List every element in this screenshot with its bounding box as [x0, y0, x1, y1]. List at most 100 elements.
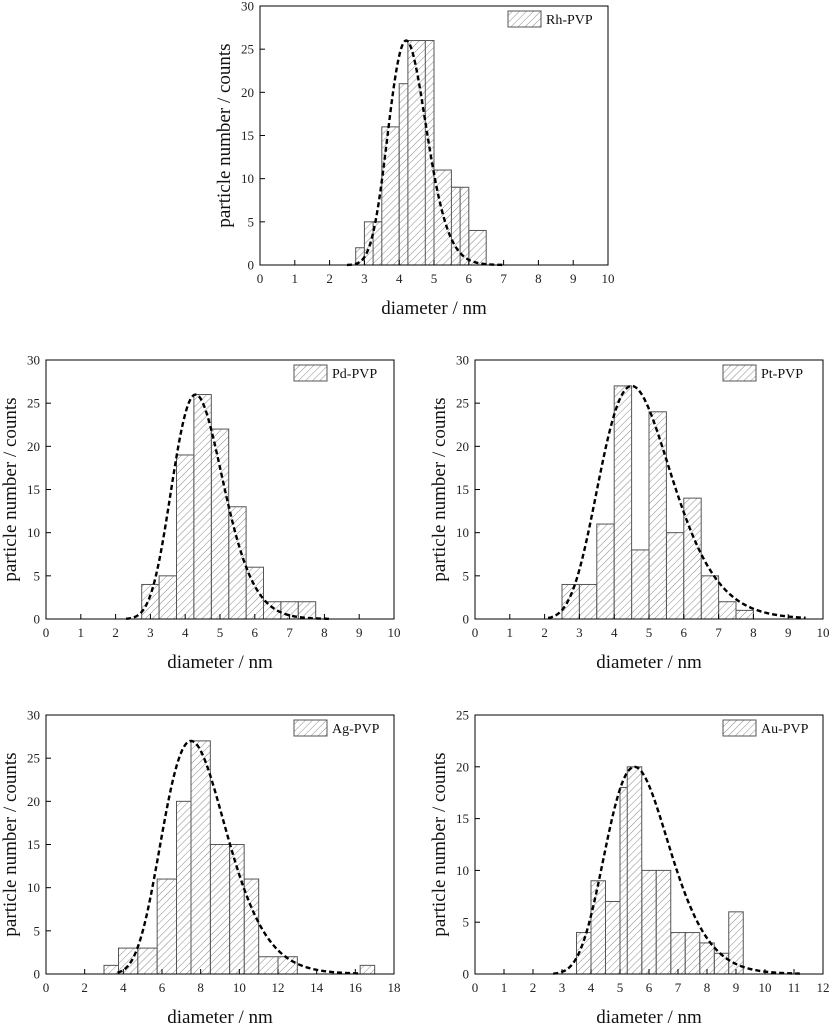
x-tick-label: 9 [733, 980, 740, 995]
histogram-bar [407, 40, 426, 266]
histogram-bar [381, 126, 400, 266]
y-tick-label: 10 [241, 171, 254, 186]
histogram-bar [713, 952, 730, 975]
x-tick-label: 12 [272, 980, 285, 995]
x-tick-label: 0 [43, 625, 50, 640]
y-tick-label: 15 [241, 128, 254, 143]
y-tick-label: 10 [456, 525, 469, 540]
y-axis-title: particle number / counts [0, 752, 21, 936]
x-tick-label: 8 [704, 980, 711, 995]
y-tick-label: 30 [27, 353, 40, 368]
x-tick-label: 0 [43, 980, 50, 995]
x-axis-title: diameter / nm [596, 1007, 702, 1024]
y-tick-label: 20 [27, 439, 40, 454]
x-tick-label: 8 [197, 980, 204, 995]
x-tick-label: 9 [785, 625, 792, 640]
histogram-bar [141, 583, 160, 620]
x-tick-label: 10 [759, 980, 772, 995]
x-axis-title: diameter / nm [381, 298, 487, 319]
x-tick-label: 9 [570, 271, 577, 286]
histogram-bar [596, 523, 615, 620]
y-tick-label: 25 [456, 708, 469, 723]
histogram-bar [605, 900, 621, 975]
y-tick-label: 10 [27, 880, 40, 895]
histogram-bar [648, 411, 667, 620]
y-tick-label: 0 [463, 967, 470, 982]
x-tick-label: 11 [788, 980, 801, 995]
x-tick-label: 9 [356, 625, 363, 640]
x-tick-label: 5 [431, 271, 438, 286]
legend-label: Rh-PVP [546, 13, 593, 28]
y-tick-label: 0 [34, 612, 41, 627]
x-tick-label: 3 [576, 625, 583, 640]
histogram-bar [193, 394, 212, 620]
y-axis-title: particle number / counts [214, 43, 235, 227]
x-axis-title: diameter / nm [167, 1007, 273, 1024]
legend-swatch [507, 10, 542, 28]
x-tick-label: 2 [112, 625, 119, 640]
legend-swatch [722, 719, 757, 737]
y-tick-label: 20 [27, 794, 40, 809]
x-tick-label: 1 [292, 271, 299, 286]
x-tick-label: 3 [147, 625, 154, 640]
x-tick-label: 12 [817, 980, 830, 995]
y-tick-label: 20 [456, 759, 469, 774]
y-tick-label: 20 [456, 439, 469, 454]
x-tick-label: 6 [159, 980, 166, 995]
y-tick-label: 5 [463, 915, 470, 930]
y-tick-label: 5 [34, 568, 41, 583]
x-tick-label: 4 [611, 625, 618, 640]
y-tick-label: 0 [248, 258, 255, 273]
histogram-bar [665, 532, 685, 620]
x-tick-label: 5 [646, 625, 653, 640]
x-tick-label: 7 [675, 980, 682, 995]
y-tick-label: 10 [27, 525, 40, 540]
x-tick-label: 5 [617, 980, 624, 995]
histogram-bar [626, 766, 643, 975]
histogram-bar [190, 740, 211, 975]
y-tick-label: 0 [463, 612, 470, 627]
x-tick-label: 4 [182, 625, 189, 640]
histogram-bar [670, 932, 686, 975]
x-tick-label: 14 [310, 980, 324, 995]
x-tick-label: 4 [588, 980, 595, 995]
y-tick-label: 15 [27, 482, 40, 497]
y-tick-label: 25 [27, 396, 40, 411]
legend-swatch [293, 364, 328, 382]
x-axis-title: diameter / nm [167, 652, 273, 673]
histogram-bar [243, 878, 260, 975]
chart-panel-rh-pvp: 0 1 2 3 4 5 6 7 8 9 10 0 5 10 15 20 25 30 diameter / nm par… [214, 0, 615, 319]
histogram-bar [468, 229, 487, 266]
histogram-bar [561, 583, 580, 620]
x-tick-label: 1 [507, 625, 514, 640]
legend-swatch [293, 719, 328, 737]
chart-panel-pd-pvp: 0 1 2 3 4 5 6 7 8 9 10 0 5 10 15 20 25 30 diameter / nm par… [0, 353, 401, 674]
x-tick-label: 10 [817, 625, 830, 640]
y-tick-label: 15 [27, 837, 40, 852]
histogram-bar [578, 583, 598, 620]
histogram-bar [103, 964, 119, 975]
y-tick-label: 25 [456, 396, 469, 411]
y-tick-label: 20 [241, 85, 254, 100]
x-tick-label: 2 [326, 271, 333, 286]
legend-label: Au-PVP [761, 722, 809, 737]
x-tick-label: 10 [602, 271, 615, 286]
x-tick-label: 6 [646, 980, 653, 995]
fit-curve [125, 393, 332, 621]
x-tick-label: 4 [120, 980, 127, 995]
y-tick-label: 15 [456, 482, 469, 497]
x-tick-label: 8 [535, 271, 542, 286]
fit-curve [553, 765, 800, 975]
x-tick-label: 3 [559, 980, 566, 995]
histogram-bar [641, 869, 657, 975]
histogram-bar [209, 844, 231, 975]
y-tick-label: 5 [34, 923, 41, 938]
legend-label: Ag-PVP [332, 722, 380, 737]
y-tick-label: 25 [27, 751, 40, 766]
histogram-bar [700, 575, 720, 620]
chart-panel-ag-pvp: 0 2 4 6 8 10 12 14 16 18 0 5 10 15 20 25 30 diameter / nm… [0, 708, 401, 1024]
x-tick-label: 6 [466, 271, 473, 286]
histogram-bar [176, 454, 195, 620]
